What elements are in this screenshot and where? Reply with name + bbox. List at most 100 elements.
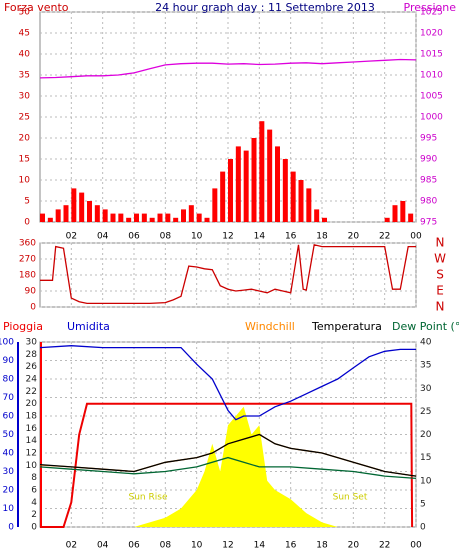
line (39, 58, 417, 79)
wind-bar (149, 217, 155, 222)
header-label: 24 hour graph day : 11 Settembre 2013 (155, 1, 375, 14)
y2-tick-label: 30 (420, 384, 432, 394)
wind-bar (94, 205, 100, 222)
y-tick-label: 30 (3, 467, 15, 477)
x-tick-label: 10 (191, 541, 203, 551)
x-tick-label: 22 (379, 232, 390, 242)
x-tick-label: 16 (285, 541, 297, 551)
x-tick-label: 04 (97, 232, 109, 242)
legend-label: Windchill (245, 320, 295, 333)
y2-tick-label: W (434, 252, 446, 266)
y-tick-label: 0 (8, 523, 14, 533)
y2-tick-label: E (436, 284, 444, 298)
wind-bar (243, 150, 249, 222)
y2-tick-label: 5 (420, 499, 426, 509)
y-tick-label: 90 (3, 356, 15, 366)
y-tick-label: 80 (3, 375, 15, 385)
x-tick-label: 18 (316, 541, 328, 551)
y-tick-label: 50 (3, 430, 15, 440)
y3-tick-label: 28 (26, 350, 38, 360)
y-tick-label: 5 (24, 197, 30, 207)
wind-bar (306, 188, 312, 222)
y3-tick-label: 10 (26, 461, 38, 471)
line (39, 345, 416, 421)
x-tick-label: 06 (128, 541, 140, 551)
wind-bar (181, 209, 186, 222)
wind-bar (55, 209, 61, 222)
y-tick-label: 10 (3, 504, 15, 514)
y2-tick-label: 20 (420, 430, 432, 440)
y-tick-label: 45 (19, 29, 30, 39)
y-tick-label: 360 (19, 239, 36, 249)
y-tick-label: 40 (3, 449, 15, 459)
header-label: Forza vento (4, 1, 69, 14)
wind-bar (173, 217, 179, 222)
wind-bar (188, 205, 194, 222)
wind-bar (392, 205, 398, 222)
wind-bar (47, 217, 53, 222)
x-tick-label: 18 (316, 232, 328, 242)
legend-label: Dew Point (°C (392, 320, 459, 333)
wind-bar (196, 213, 202, 222)
header-label: Pressione (404, 1, 457, 14)
x-tick-label: 12 (222, 232, 233, 242)
y2-tick-label: 25 (420, 407, 431, 417)
y3-tick-label: 8 (31, 473, 37, 483)
wind-bar (134, 213, 139, 222)
wind-bar (40, 213, 45, 222)
wind-bar (290, 171, 296, 222)
y3-tick-label: 22 (26, 387, 37, 397)
line (39, 456, 417, 480)
x-tick-label: 12 (222, 541, 233, 551)
wind-bar (157, 213, 163, 222)
line (39, 433, 417, 477)
y3-tick-label: 16 (26, 424, 38, 434)
x-tick-label: 22 (379, 541, 390, 551)
x-tick-label: 16 (285, 232, 297, 242)
wind-bar (204, 217, 210, 222)
y2-tick-label: 35 (420, 361, 431, 371)
wind-bar (220, 171, 226, 222)
wind-bar (251, 138, 257, 222)
x-tick-label: 14 (254, 232, 266, 242)
y-tick-label: 90 (25, 287, 37, 297)
wind-bar (298, 180, 304, 222)
y3-tick-label: 0 (31, 523, 37, 533)
y-tick-label: 0 (24, 218, 30, 228)
y2-tick-label: 0 (420, 523, 426, 533)
y3-tick-label: 4 (31, 498, 37, 508)
y2-tick-label: N (436, 236, 445, 250)
y2-tick-label: 1000 (420, 113, 443, 123)
legend-label: Temperatura (311, 320, 382, 333)
wind-bar (71, 188, 77, 222)
wind-bar (384, 217, 390, 222)
y2-tick-label: 990 (420, 155, 437, 165)
wind-bar (165, 213, 171, 222)
wind-bar (118, 213, 124, 222)
wind-bar (110, 213, 116, 222)
wind-bar (87, 201, 92, 222)
y-tick-label: 35 (19, 71, 30, 81)
y-tick-label: 10 (19, 176, 31, 186)
y2-tick-label: 10 (420, 476, 432, 486)
y2-tick-label: N (436, 300, 445, 314)
y-tick-label: 15 (19, 155, 30, 165)
y-tick-label: 20 (19, 134, 31, 144)
wind-bar (282, 159, 288, 222)
x-tick-label: 20 (348, 232, 360, 242)
y2-tick-label: 1015 (420, 50, 443, 60)
y-tick-label: 0 (30, 303, 36, 313)
x-tick-label: 00 (410, 541, 422, 551)
y3-tick-label: 30 (26, 338, 38, 348)
y-tick-label: 50 (19, 8, 31, 18)
y-tick-label: 180 (19, 271, 36, 281)
y2-tick-label: 1010 (420, 71, 443, 81)
y2-tick-label: 995 (420, 134, 437, 144)
wind-bar (267, 129, 273, 222)
y2-tick-label: 1025 (420, 8, 443, 18)
wind-bar (314, 209, 320, 222)
y-tick-label: 60 (3, 412, 15, 422)
wind-bar (102, 209, 108, 222)
y2-tick-label: 975 (420, 218, 437, 228)
